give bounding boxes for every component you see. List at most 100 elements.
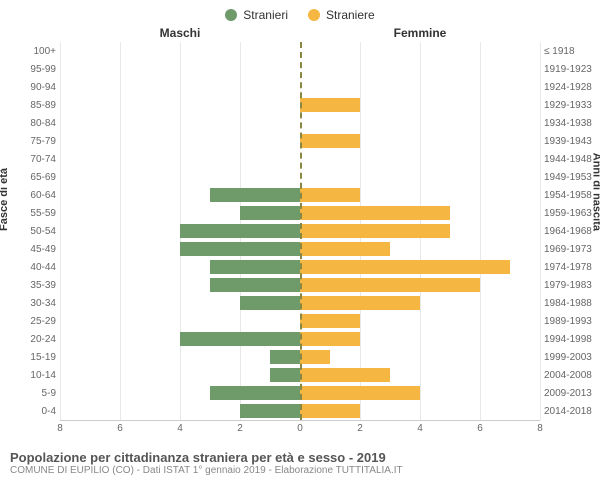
half-female xyxy=(300,204,540,222)
half-female xyxy=(300,384,540,402)
x-axis: 864202468 xyxy=(60,420,540,444)
half-female xyxy=(300,114,540,132)
half-male xyxy=(60,150,300,168)
year-label: 1979-1983 xyxy=(544,280,598,291)
bar-male xyxy=(210,278,300,292)
age-label: 30-34 xyxy=(2,298,56,309)
year-label: 1964-1968 xyxy=(544,226,598,237)
age-label: 65-69 xyxy=(2,172,56,183)
half-female xyxy=(300,78,540,96)
bar-male xyxy=(240,296,300,310)
half-male xyxy=(60,384,300,402)
half-male xyxy=(60,312,300,330)
half-male xyxy=(60,348,300,366)
half-male xyxy=(60,240,300,258)
bar-female xyxy=(300,224,450,238)
year-label: 1999-2003 xyxy=(544,352,598,363)
bar-male xyxy=(210,260,300,274)
age-label: 40-44 xyxy=(2,262,56,273)
year-label: 2004-2008 xyxy=(544,370,598,381)
half-male xyxy=(60,258,300,276)
legend-swatch-female xyxy=(308,9,320,21)
half-female xyxy=(300,402,540,420)
age-label: 25-29 xyxy=(2,316,56,327)
side-titles: Maschi Femmine xyxy=(0,26,600,42)
half-female xyxy=(300,330,540,348)
age-label: 100+ xyxy=(2,46,56,57)
year-label: 1919-1923 xyxy=(544,64,598,75)
bar-female xyxy=(300,386,420,400)
bar-female xyxy=(300,314,360,328)
bar-female xyxy=(300,296,420,310)
x-tick: 0 xyxy=(297,423,303,434)
half-male xyxy=(60,168,300,186)
half-male xyxy=(60,186,300,204)
half-male xyxy=(60,114,300,132)
half-male xyxy=(60,402,300,420)
bar-female xyxy=(300,98,360,112)
year-label: 2014-2018 xyxy=(544,406,598,417)
x-tick: 6 xyxy=(117,423,123,434)
age-label: 60-64 xyxy=(2,190,56,201)
bar-female xyxy=(300,350,330,364)
half-female xyxy=(300,42,540,60)
bar-female xyxy=(300,404,360,418)
age-label: 0-4 xyxy=(2,406,56,417)
year-label: 1994-1998 xyxy=(544,334,598,345)
bar-male xyxy=(180,332,300,346)
year-label: 1989-1993 xyxy=(544,316,598,327)
bar-male xyxy=(180,242,300,256)
bar-male xyxy=(240,206,300,220)
half-female xyxy=(300,222,540,240)
half-male xyxy=(60,96,300,114)
age-label: 55-59 xyxy=(2,208,56,219)
year-label: ≤ 1918 xyxy=(544,46,598,57)
age-label: 85-89 xyxy=(2,100,56,111)
bar-male xyxy=(210,386,300,400)
x-tick: 8 xyxy=(537,423,543,434)
year-label: 1939-1943 xyxy=(544,136,598,147)
bar-male xyxy=(210,188,300,202)
year-label: 1974-1978 xyxy=(544,262,598,273)
year-label: 1959-1963 xyxy=(544,208,598,219)
half-female xyxy=(300,96,540,114)
x-tick: 2 xyxy=(357,423,363,434)
legend-label-male: Stranieri xyxy=(243,8,288,22)
footer: Popolazione per cittadinanza straniera p… xyxy=(0,444,600,476)
bar-male xyxy=(270,350,300,364)
year-label: 1929-1933 xyxy=(544,100,598,111)
age-label: 45-49 xyxy=(2,244,56,255)
half-female xyxy=(300,366,540,384)
center-line xyxy=(300,42,302,420)
footer-title: Popolazione per cittadinanza straniera p… xyxy=(10,450,590,465)
grid-line xyxy=(540,42,541,420)
year-label: 1934-1938 xyxy=(544,118,598,129)
chart-rows: 100+≤ 191895-991919-192390-941924-192885… xyxy=(60,42,540,420)
title-right: Femmine xyxy=(300,26,540,40)
half-male xyxy=(60,60,300,78)
half-female xyxy=(300,168,540,186)
x-tick: 6 xyxy=(477,423,483,434)
half-female xyxy=(300,186,540,204)
x-tick: 4 xyxy=(177,423,183,434)
x-tick: 4 xyxy=(417,423,423,434)
legend-swatch-male xyxy=(225,9,237,21)
bar-female xyxy=(300,206,450,220)
year-label: 1969-1973 xyxy=(544,244,598,255)
year-label: 1924-1928 xyxy=(544,82,598,93)
legend: Stranieri Straniere xyxy=(0,0,600,26)
half-female xyxy=(300,276,540,294)
half-female xyxy=(300,294,540,312)
half-male xyxy=(60,294,300,312)
half-male xyxy=(60,204,300,222)
year-label: 1984-1988 xyxy=(544,298,598,309)
half-female xyxy=(300,348,540,366)
age-label: 10-14 xyxy=(2,370,56,381)
year-label: 2009-2013 xyxy=(544,388,598,399)
age-label: 20-24 xyxy=(2,334,56,345)
half-male xyxy=(60,330,300,348)
age-label: 80-84 xyxy=(2,118,56,129)
age-label: 70-74 xyxy=(2,154,56,165)
bar-male xyxy=(240,404,300,418)
year-label: 1944-1948 xyxy=(544,154,598,165)
